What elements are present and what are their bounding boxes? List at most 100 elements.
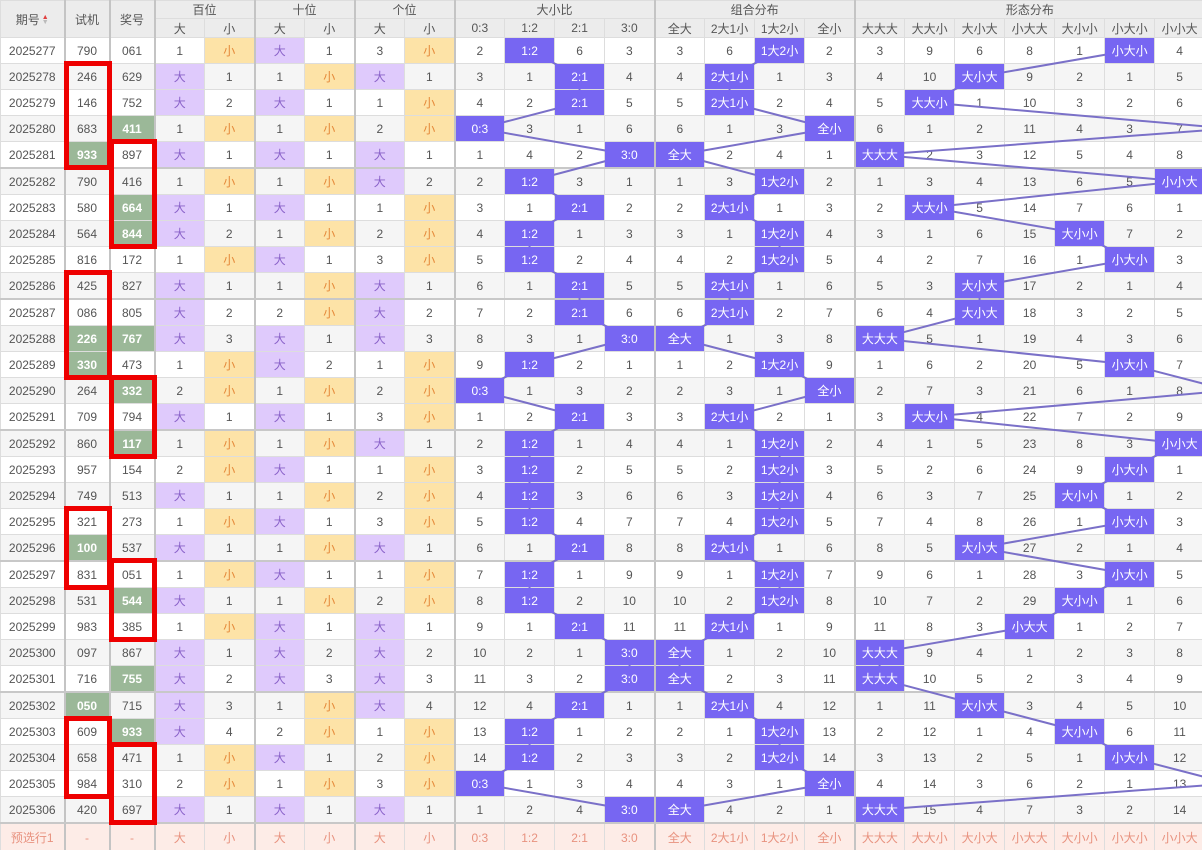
- table-row[interactable]: 2025301 716 755 大 2 大 3 大 3 11 3 2 3:0 全大 2 3 11 大大大 10 5 2 3…: [0, 665, 1202, 693]
- issue-number: 2025285: [0, 246, 65, 273]
- combo-miss-count: 8: [804, 587, 856, 614]
- tens-cell: 1: [304, 560, 356, 588]
- table-row[interactable]: 2025283 580 664 大 1 大 1 1 小 3 1 2:1 2 2 2大1小 1 3 2 大大小 5 14 7…: [0, 194, 1202, 221]
- preselect-ratio-option[interactable]: 0:3: [453, 822, 506, 850]
- combo-hit-cell: 2大1小: [704, 534, 756, 562]
- table-row[interactable]: 2025295 321 273 1 小大 1 3 小 5 1:2 4 7 7 4 1大2小 5 7 4 8 26 1 小大…: [0, 508, 1202, 535]
- hundreds-cell: 小: [203, 560, 256, 588]
- table-row[interactable]: 2025299 983 385 1 小大 1 大 1 9 1 2:1 11 11 2大1小 1 9 11 8 3 小大…: [0, 613, 1202, 640]
- ratio-miss-count: 14: [453, 744, 506, 771]
- issue-number: 2025278: [0, 63, 65, 90]
- hundreds-cell: 2: [203, 220, 256, 247]
- table-row[interactable]: 2025298 531 544 大 1 1 小 2 小 8 1:2 2 10 10 2 1大2小 8 10 7 2 29…: [0, 587, 1202, 614]
- units-cell: 1: [404, 613, 456, 640]
- form-miss-count: 6: [1054, 377, 1106, 404]
- tens-cell: 1: [304, 37, 356, 64]
- combo-hit-cell: 2大1小: [704, 691, 756, 719]
- ratio-hit-cell: 2:1: [554, 89, 606, 116]
- ratio-miss-count: 5: [453, 246, 506, 273]
- preselect-pos-option[interactable]: 大: [253, 822, 306, 850]
- sort-icon[interactable]: ▲ ▼: [41, 14, 49, 27]
- table-row[interactable]: 2025291 709 794 大 1 大 1 3 小 1 2 2:1 3 3 2大1小 2 1 3 大大小 4 22 7…: [0, 403, 1202, 431]
- trial-number: 933: [63, 141, 110, 169]
- combo-miss-count: 1: [653, 691, 706, 719]
- preselect-combo-option[interactable]: 1大2小: [754, 822, 806, 850]
- combo-hit-cell: 2大1小: [704, 272, 756, 300]
- table-row[interactable]: 2025284 564 844 大 2 1 小 2 小 4 1:2 1 3 3 1 1大2小 4 3 1 6 15 大小小…: [0, 220, 1202, 247]
- draw-number: 416: [108, 167, 155, 195]
- preselect-form-option[interactable]: 小大大: [1004, 822, 1056, 850]
- table-row[interactable]: 2025289 330 473 1 小大 2 1 小 9 1:2 2 1 1 2 1大2小 9 1 6 2 20 5 小大…: [0, 351, 1202, 378]
- table-row[interactable]: 2025303 609 933 大 4 2 小 1 小 13 1:2 1 2 2 1 1大2小 13 2 12 1 4 大…: [0, 718, 1202, 745]
- table-row[interactable]: 2025296 100 537 大 1 1 小大 1 6 1 2:1 8 8 2大1小 1 6 8 5 大小大 27 2…: [0, 534, 1202, 562]
- preselect-ratio-option[interactable]: 1:2: [504, 822, 556, 850]
- table-row[interactable]: 2025277 790 061 1 小大 1 3 小 2 1:2 6 3 3 6 1大2小 2 3 9 6 8 1 小大小…: [0, 37, 1202, 64]
- table-row[interactable]: 2025306 420 697 大 1 大 1 大 1 1 2 4 3:0 全大 4 2 1 大大大 15 4 7 3 2 1…: [0, 796, 1202, 824]
- form-miss-count: 3: [853, 37, 906, 64]
- table-row[interactable]: 2025288 226 767 大 3 大 1 大 3 8 3 1 3:0 全大 1 3 8 大大大 5 1 19 4 3 6: [0, 325, 1202, 352]
- table-row[interactable]: 2025278 246 629 大 1 1 小大 1 3 1 2:1 4 4 2大1小 1 3 4 10 大小大 9 2…: [0, 63, 1202, 90]
- combo-miss-count: 1: [704, 429, 756, 457]
- preselect-combo-option[interactable]: 全小: [804, 822, 856, 850]
- table-row[interactable]: 2025281 933 897 大 1 大 1 大 1 1 4 2 3:0 全大 2 4 1 大大大 2 3 12 5 4 8: [0, 141, 1202, 169]
- units-cell: 1: [404, 429, 456, 457]
- ratio-miss-count: 4: [453, 89, 506, 116]
- preselect-form-option[interactable]: 大大小: [904, 822, 956, 850]
- preselect-form-option[interactable]: 大小小: [1054, 822, 1106, 850]
- preselect-form-option[interactable]: 大小大: [954, 822, 1006, 850]
- form-miss-count: 5: [954, 194, 1006, 221]
- tens-cell: 大: [253, 89, 306, 116]
- issue-number: 2025288: [0, 325, 65, 352]
- units-cell: 小: [404, 587, 456, 614]
- preselect-form-option[interactable]: 小大小: [1104, 822, 1156, 850]
- ratio-miss-count: 1: [504, 63, 556, 90]
- preselect-row[interactable]: 预选行1- - 大小大小大小 0:3 1:2 2:1 3:0 全大 2大1小 1大2小 全小 大大大大…: [0, 822, 1202, 850]
- table-row[interactable]: 2025300 097 867 大 1 大 2 大 2 10 2 1 3:0 全大 1 2 10 大大大 9 4 1 2 3…: [0, 639, 1202, 666]
- preselect-ratio-option[interactable]: 3:0: [604, 822, 656, 850]
- combo-miss-count: 8: [653, 534, 706, 562]
- hundreds-cell: 3: [203, 691, 256, 719]
- units-cell: 小: [404, 220, 456, 247]
- preselect-combo-option[interactable]: 2大1小: [704, 822, 756, 850]
- form-miss-count: 3: [954, 377, 1006, 404]
- preselect-pos-option[interactable]: 小: [404, 822, 456, 850]
- table-row[interactable]: 2025282 790 416 1 小 1 小大 2 2 1:2 3 1 1 3 1大2小 2 1 3 4 13 6 5 小…: [0, 167, 1202, 195]
- table-row[interactable]: 2025279 146 752 大 2 大 1 1 小 4 2 2:1 5 5 2大1小 2 4 5 大大小 1 10 3…: [0, 89, 1202, 116]
- preselect-form-option[interactable]: 小小大: [1154, 822, 1202, 850]
- preselect-ratio-option[interactable]: 2:1: [554, 822, 606, 850]
- table-row[interactable]: 2025287 086 805 大 2 2 小大 2 7 2 2:1 6 6 2大1小 2 7 6 4 大小大 18 3…: [0, 298, 1202, 326]
- units-cell: 大: [353, 167, 406, 195]
- trial-number: 716: [63, 665, 110, 693]
- table-row[interactable]: 2025285 816 172 1 小大 1 3 小 5 1:2 2 4 4 2 1大2小 5 4 2 7 16 1 小大…: [0, 246, 1202, 273]
- table-row[interactable]: 2025302 050 715 大 3 1 小大 4 12 4 2:1 1 1 2大1小 4 12 1 11 大小大…: [0, 691, 1202, 719]
- form-miss-count: 3: [1154, 508, 1202, 535]
- form-miss-count: 4: [954, 167, 1006, 195]
- form-miss-count: 3: [954, 141, 1006, 169]
- table-row[interactable]: 2025304 658 471 1 小大 1 2 小 14 1:2 2 3 3 2 1大2小 14 3 13 2 5 1…: [0, 744, 1202, 771]
- ratio-miss-count: 2: [554, 351, 606, 378]
- col-issue-header[interactable]: 期号 ▲ ▼: [0, 0, 65, 38]
- table-row[interactable]: 2025290 264 332 2 小 1 小 2 小 0:3 1 3 2 2 3 1 全小 2 7 3 21 6 1 8: [0, 377, 1202, 404]
- ratio-hit-cell: 1:2: [504, 220, 556, 247]
- table-row[interactable]: 2025297 831 051 1 小大 1 1 小 7 1:2 1 9 9 1 1大2小 7 9 6 1 28 3 小大…: [0, 560, 1202, 588]
- form-miss-count: 6: [1104, 718, 1156, 745]
- form-miss-count: 6: [904, 351, 956, 378]
- preselect-pos-option[interactable]: 小: [304, 822, 356, 850]
- form-miss-count: 25: [1004, 482, 1056, 509]
- tens-cell: 大: [253, 508, 306, 535]
- combo-hit-cell: 2大1小: [704, 403, 756, 431]
- table-row[interactable]: 2025293 957 154 2 小大 1 1 小 3 1:2 2 5 5 2 1大2小 3 5 2 6 24 9 小大…: [0, 456, 1202, 483]
- table-row[interactable]: 2025280 683 411 1 小 1 小 2 小 0:3 3 1 6 6 1 3 全小 6 1 2 11 4 3 7: [0, 115, 1202, 142]
- preselect-combo-option[interactable]: 全大: [653, 822, 706, 850]
- table-row[interactable]: 2025286 425 827 大 1 1 小大 1 6 1 2:1 5 5 2大1小 1 6 5 3 大小大 17 2…: [0, 272, 1202, 300]
- form-miss-count: 10: [1154, 691, 1202, 719]
- table-row[interactable]: 2025305 984 310 2 小 1 小 3 小 0:3 1 3 4 4 3 1 全小 4 14 3 6 2 1 13: [0, 770, 1202, 797]
- combo-miss-count: 13: [804, 718, 856, 745]
- preselect-pos-option[interactable]: 小: [203, 822, 256, 850]
- table-row[interactable]: 2025292 860 117 1 小 1 小大 1 2 1:2 1 4 4 1 1大2小 2 4 1 5 23 8 3 小…: [0, 429, 1202, 457]
- preselect-pos-option[interactable]: 大: [353, 822, 406, 850]
- preselect-pos-option[interactable]: 大: [153, 822, 205, 850]
- form-miss-count: 3: [853, 220, 906, 247]
- table-row[interactable]: 2025294 749 513 大 1 1 小 2 小 4 1:2 3 6 6 3 1大2小 4 6 3 7 25 大小小…: [0, 482, 1202, 509]
- preselect-form-option[interactable]: 大大大: [853, 822, 906, 850]
